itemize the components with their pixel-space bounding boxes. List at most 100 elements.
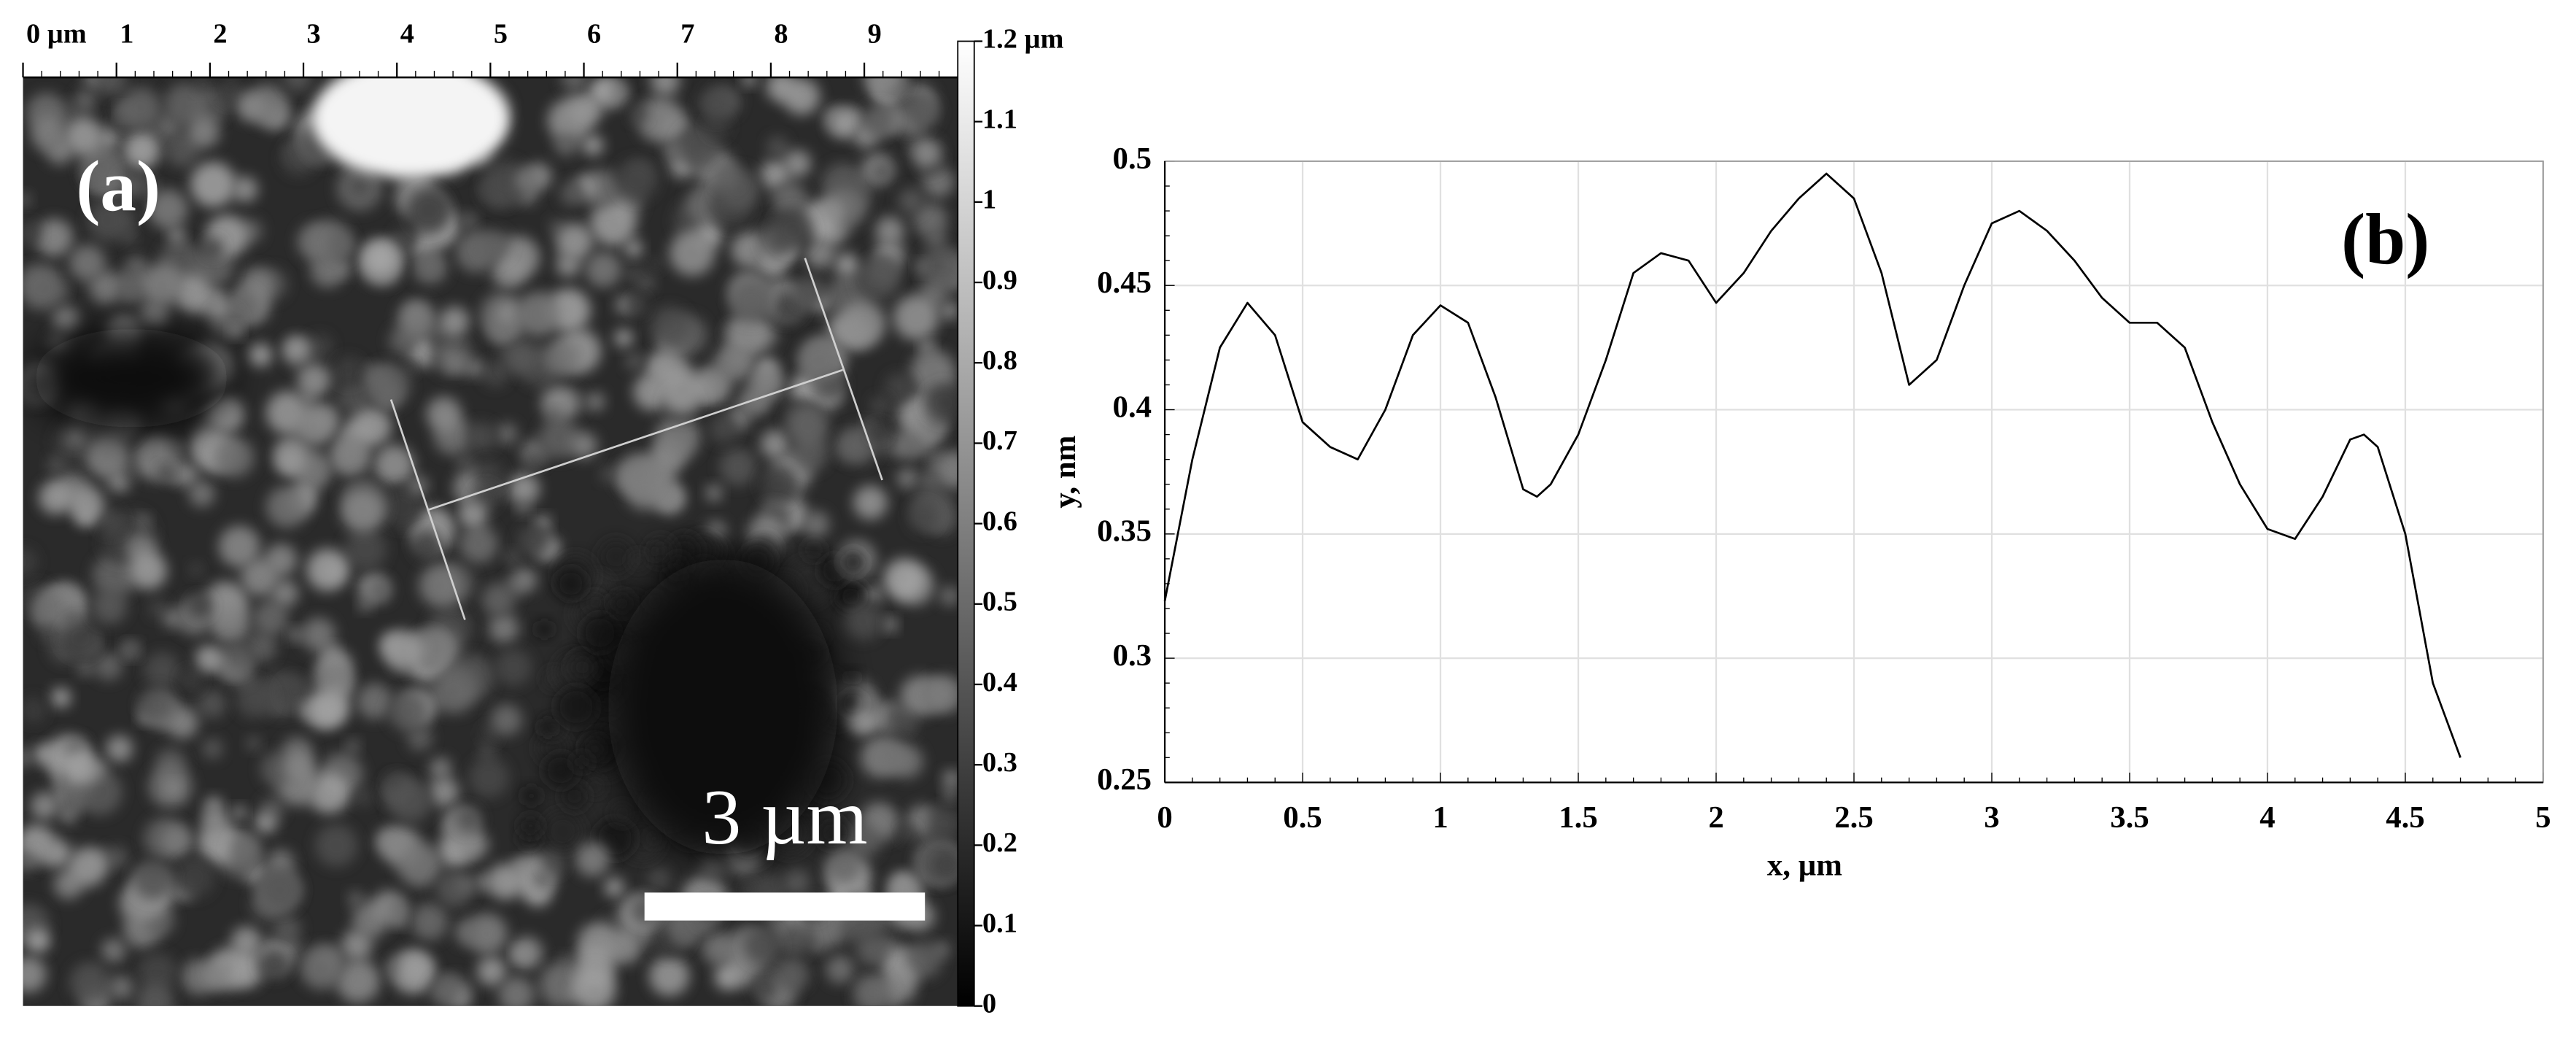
grain xyxy=(63,609,80,627)
grain xyxy=(567,652,597,682)
grain xyxy=(612,803,633,824)
grain xyxy=(163,82,207,127)
grain xyxy=(456,452,474,471)
grain xyxy=(479,230,511,261)
grain xyxy=(760,251,788,279)
grain xyxy=(157,464,175,482)
grain xyxy=(376,828,401,854)
grain xyxy=(288,627,303,642)
grain xyxy=(136,514,150,529)
grain xyxy=(329,233,354,258)
grain xyxy=(609,590,635,617)
grain xyxy=(882,617,897,632)
grain xyxy=(581,614,619,652)
grain xyxy=(31,591,64,624)
grain xyxy=(759,464,798,503)
grain xyxy=(448,357,465,373)
grain xyxy=(163,609,182,628)
grain xyxy=(528,452,544,468)
grain xyxy=(23,547,38,576)
grain xyxy=(659,368,705,414)
grain xyxy=(497,302,518,323)
grain xyxy=(922,166,955,198)
grain xyxy=(60,617,101,659)
grain xyxy=(478,743,495,760)
grain xyxy=(195,645,222,671)
grain xyxy=(373,444,414,485)
grain xyxy=(23,748,33,768)
grain xyxy=(804,238,835,269)
grain xyxy=(387,691,429,733)
grain xyxy=(821,198,845,223)
grain xyxy=(719,448,757,486)
grain xyxy=(598,538,635,575)
grain xyxy=(772,182,807,217)
grain xyxy=(419,564,462,608)
grain xyxy=(465,358,484,377)
grain xyxy=(323,644,340,661)
grain xyxy=(839,548,867,576)
x-tick-label: 4 xyxy=(400,19,414,50)
grain xyxy=(740,881,756,897)
grain xyxy=(381,486,424,529)
grain xyxy=(772,209,814,252)
grain xyxy=(484,160,529,206)
grain xyxy=(129,552,167,590)
grain xyxy=(783,150,812,177)
dark-region xyxy=(33,328,230,428)
grain xyxy=(866,586,882,603)
x-tick-label: 9 xyxy=(868,19,882,50)
grain xyxy=(535,620,554,638)
grain xyxy=(676,125,720,169)
grain xyxy=(30,792,59,820)
grain xyxy=(629,552,647,570)
grain xyxy=(559,181,586,206)
y-tick-label: 0.35 xyxy=(1097,514,1152,549)
grain xyxy=(457,672,472,687)
grain xyxy=(97,77,127,96)
grain xyxy=(845,670,860,685)
grain xyxy=(169,441,184,457)
grain xyxy=(647,831,662,846)
x-tick-label: 1 xyxy=(1432,800,1448,835)
grain xyxy=(189,562,203,577)
colorbar-tick-label: 0.7 xyxy=(982,425,1017,456)
panel-label: (a) xyxy=(76,147,160,227)
grain xyxy=(117,171,144,199)
grain xyxy=(474,873,492,892)
grain xyxy=(460,212,478,230)
grain xyxy=(306,548,349,592)
grain xyxy=(726,312,771,357)
grain xyxy=(625,265,643,283)
grain xyxy=(538,718,557,737)
grain xyxy=(430,757,452,780)
grain xyxy=(505,549,520,565)
grain xyxy=(175,463,198,487)
grain xyxy=(198,690,227,719)
grain xyxy=(77,658,95,676)
grain xyxy=(794,276,826,307)
grain xyxy=(700,854,726,881)
grain xyxy=(35,218,74,257)
grain xyxy=(232,806,247,820)
grain xyxy=(554,132,578,157)
grain xyxy=(556,252,581,278)
grain xyxy=(118,279,142,304)
grain xyxy=(47,456,66,474)
grain xyxy=(785,509,804,528)
grain xyxy=(414,626,460,672)
grain xyxy=(258,948,290,980)
grain xyxy=(347,891,364,907)
grain xyxy=(230,926,262,957)
grain xyxy=(533,870,551,889)
grain xyxy=(742,77,757,87)
grain xyxy=(168,227,185,244)
grain xyxy=(344,528,387,571)
y-tick-label: 0.45 xyxy=(1097,266,1152,300)
grain xyxy=(920,244,958,287)
grain xyxy=(547,407,562,422)
grain xyxy=(120,87,161,128)
grain xyxy=(547,99,591,143)
grain xyxy=(411,903,449,940)
grain xyxy=(786,404,829,447)
